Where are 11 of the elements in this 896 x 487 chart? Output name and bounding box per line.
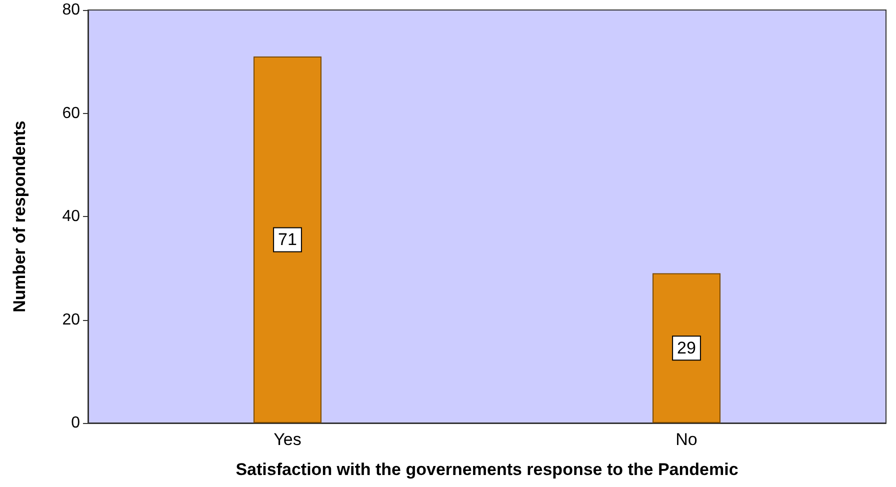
y-tick-label: 20 — [62, 311, 80, 328]
y-axis-title: Number of respondents — [10, 120, 29, 312]
y-tick-label: 60 — [62, 104, 80, 122]
y-tick-label: 40 — [62, 208, 80, 225]
data-label: 29 — [677, 338, 696, 358]
x-tick-label: Yes — [274, 430, 302, 449]
data-label: 71 — [278, 230, 297, 250]
y-tick-label: 80 — [62, 2, 80, 18]
x-axis-title: Satisfaction with the governements response to the Pandemic — [236, 460, 738, 479]
y-tick-label: 0 — [71, 414, 80, 432]
x-tick-label: No — [676, 430, 698, 449]
